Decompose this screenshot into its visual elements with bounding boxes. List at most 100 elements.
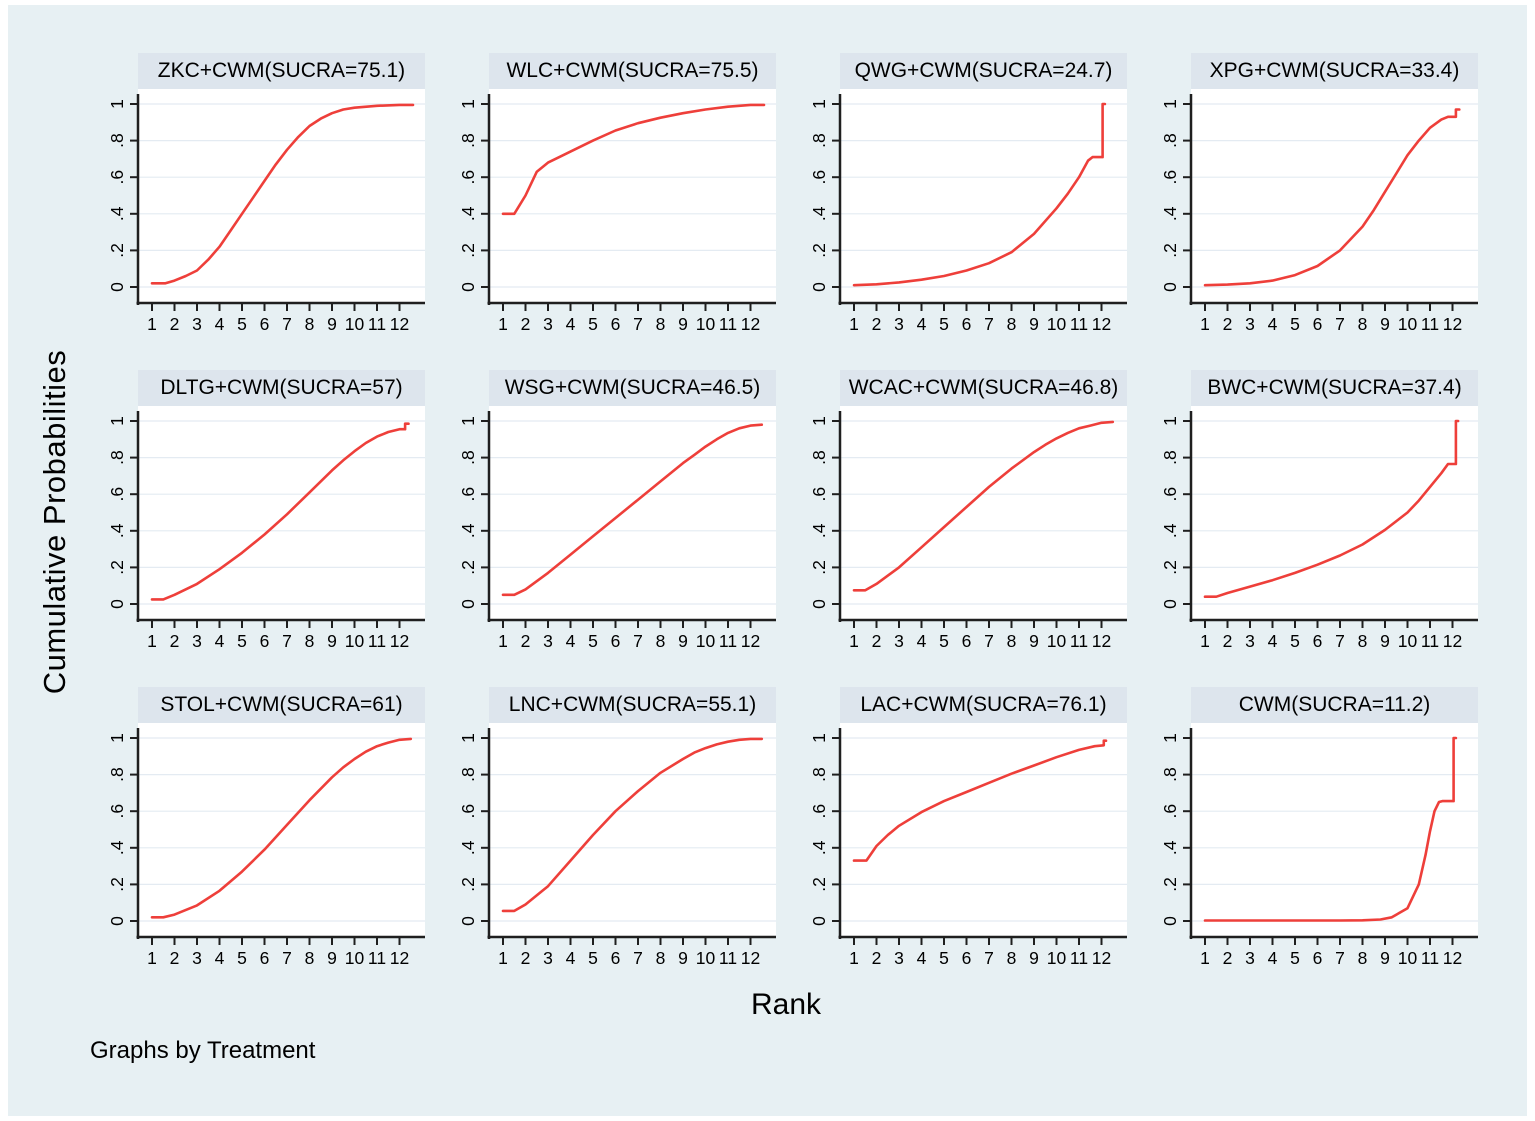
x-tick-label: 3 [543, 314, 553, 334]
plot-background [489, 723, 776, 938]
plot-background [489, 89, 776, 304]
y-tick-label: .6 [458, 804, 478, 819]
cumulative-curve [501, 423, 764, 597]
panel-plot-area: 0.2.4.6.8 1 1 2 3 4 5 6 7 8 9 10 11 12 [458, 89, 776, 345]
x-tick-label: 5 [939, 948, 949, 968]
x-tick-label: 5 [1290, 631, 1300, 651]
panel-title: XPG+CWM(SUCRA=33.4) [1191, 53, 1478, 89]
y-tick-label: 0 [107, 916, 127, 926]
panel-WCAC+CWM: WCAC+CWM(SUCRA=46.8) 0.2.4.6.8 1 1 2 3 4 5 6 7 8 9 1… [795, 370, 1127, 662]
y-tick-label: .6 [458, 487, 478, 502]
y-tick-label: .8 [458, 450, 478, 465]
y-tick-label: 1 [107, 733, 127, 743]
x-tick-label: 6 [962, 631, 972, 651]
y-tick-label: .6 [809, 804, 829, 819]
x-tick-label: 11 [368, 631, 386, 651]
y-tick-label: .6 [809, 487, 829, 502]
y-tick-label: 0 [809, 599, 829, 609]
x-tick-label: 1 [498, 948, 508, 968]
x-tick-label: 4 [566, 631, 576, 651]
panel-plot-area: 0.2.4.6.8 1 1 2 3 4 5 6 7 8 9 10 11 12 [809, 723, 1127, 979]
x-tick-label: 5 [588, 948, 598, 968]
x-tick-label: 8 [1358, 314, 1368, 334]
panel-ZKC+CWM: ZKC+CWM(SUCRA=75.1) 0.2.4.6.8 1 1 2 3 4 5 6 7 8 9 10… [93, 53, 425, 345]
x-tick-label: 6 [260, 948, 270, 968]
panel-title: LAC+CWM(SUCRA=76.1) [840, 687, 1127, 723]
panel-plot: 0.2.4.6.811 2 3 4 5 6 7 8 9 10 11 12 [809, 89, 1127, 334]
panel-plot-area: 0.2.4.6.8 1 1 2 3 4 5 6 7 8 9 10 11 12 [107, 406, 425, 662]
x-tick-label: 7 [282, 314, 292, 334]
panel-CWM: CWM(SUCRA=11.2) 0.2.4.6.8 1 1 2 3 4 5 6 7 8 9 10 11 12 [1146, 687, 1478, 979]
x-tick-label: 2 [170, 314, 180, 334]
y-tick-label: .2 [1160, 877, 1180, 892]
x-tick-label: 6 [611, 314, 621, 334]
x-tick-label: 10 [696, 948, 716, 968]
x-tick-label: 7 [1335, 948, 1345, 968]
panel-plot: 0.2.4.6.811 2 3 4 5 6 7 8 9 10 11 12 [809, 723, 1127, 968]
x-tick-label: 10 [696, 631, 716, 651]
cumulative-curve [1203, 736, 1458, 922]
y-tick-label: .4 [809, 206, 829, 221]
plot-background [840, 89, 1127, 304]
x-tick-label: 7 [984, 314, 994, 334]
y-tick-label: .8 [458, 767, 478, 782]
x-tick-label: 1 [147, 314, 157, 334]
x-tick-label: 4 [917, 948, 927, 968]
x-tick-label: 12 [1092, 314, 1111, 334]
x-tick-label: 11 [719, 631, 737, 651]
panel-title: BWC+CWM(SUCRA=37.4) [1191, 370, 1478, 406]
x-tick-label: 12 [390, 631, 409, 651]
panel-title: QWG+CWM(SUCRA=24.7) [840, 53, 1127, 89]
panel-plot-area: 0.2.4.6.8 1 1 2 3 4 5 6 7 8 9 10 11 12 [107, 89, 425, 345]
x-tick-label: 5 [588, 314, 598, 334]
x-tick-label: 4 [566, 314, 576, 334]
x-tick-label: 12 [741, 631, 760, 651]
x-tick-label: 2 [872, 631, 882, 651]
x-tick-label: 10 [1047, 948, 1067, 968]
x-tick-label: 9 [678, 314, 688, 334]
y-tick-label: 1 [458, 416, 478, 426]
x-tick-label: 8 [1007, 631, 1017, 651]
y-tick-label: .8 [1160, 133, 1180, 148]
x-tick-label: 5 [939, 631, 949, 651]
cumulative-curve [150, 737, 413, 919]
x-tick-label: 11 [1070, 631, 1088, 651]
y-tick-label: .2 [107, 243, 127, 258]
panel-title: CWM(SUCRA=11.2) [1191, 687, 1478, 723]
y-tick-label: 0 [1160, 282, 1180, 292]
x-tick-label: 2 [872, 948, 882, 968]
y-tick-label: .2 [107, 877, 127, 892]
x-tick-label: 7 [984, 631, 994, 651]
y-tick-label: .4 [458, 840, 478, 855]
x-tick-label: 3 [1245, 314, 1255, 334]
x-tick-label: 10 [1398, 314, 1418, 334]
x-tick-label: 4 [1268, 631, 1278, 651]
x-tick-label: 6 [1313, 631, 1323, 651]
plot-background [489, 406, 776, 621]
y-tick-label: .2 [458, 560, 478, 575]
panel-title: LNC+CWM(SUCRA=55.1) [489, 687, 776, 723]
panel-BWC+CWM: BWC+CWM(SUCRA=37.4) 0.2.4.6.8 1 1 2 3 4 5 6 7 8 9 10… [1146, 370, 1478, 662]
panel-plot: 0.2.4.6.811 2 3 4 5 6 7 8 9 10 11 12 [458, 406, 776, 651]
y-tick-label: .2 [809, 560, 829, 575]
x-tick-label: 11 [1070, 314, 1088, 334]
panel-plot-area: 0.2.4.6.8 1 1 2 3 4 5 6 7 8 9 10 11 12 [809, 89, 1127, 345]
y-tick-label: 1 [458, 733, 478, 743]
y-tick-label: 1 [1160, 416, 1180, 426]
x-tick-label: 7 [1335, 631, 1345, 651]
panel-plot-area: 0.2.4.6.8 1 1 2 3 4 5 6 7 8 9 10 11 12 [1160, 406, 1478, 662]
x-tick-label: 1 [1200, 631, 1210, 651]
x-tick-label: 2 [521, 314, 531, 334]
y-tick-label: 1 [809, 733, 829, 743]
y-tick-label: 1 [107, 99, 127, 109]
x-tick-label: 5 [1290, 314, 1300, 334]
x-tick-label: 8 [1358, 631, 1368, 651]
x-tick-label: 1 [1200, 314, 1210, 334]
panel-title: WCAC+CWM(SUCRA=46.8) [840, 370, 1127, 406]
x-tick-label: 12 [390, 314, 409, 334]
x-tick-label: 8 [1007, 948, 1017, 968]
panel-LAC+CWM: LAC+CWM(SUCRA=76.1) 0.2.4.6.8 1 1 2 3 4 5 6 7 8 9 10… [795, 687, 1127, 979]
y-tick-label: 0 [107, 599, 127, 609]
x-tick-label: 9 [327, 948, 337, 968]
y-tick-label: .4 [107, 523, 127, 538]
